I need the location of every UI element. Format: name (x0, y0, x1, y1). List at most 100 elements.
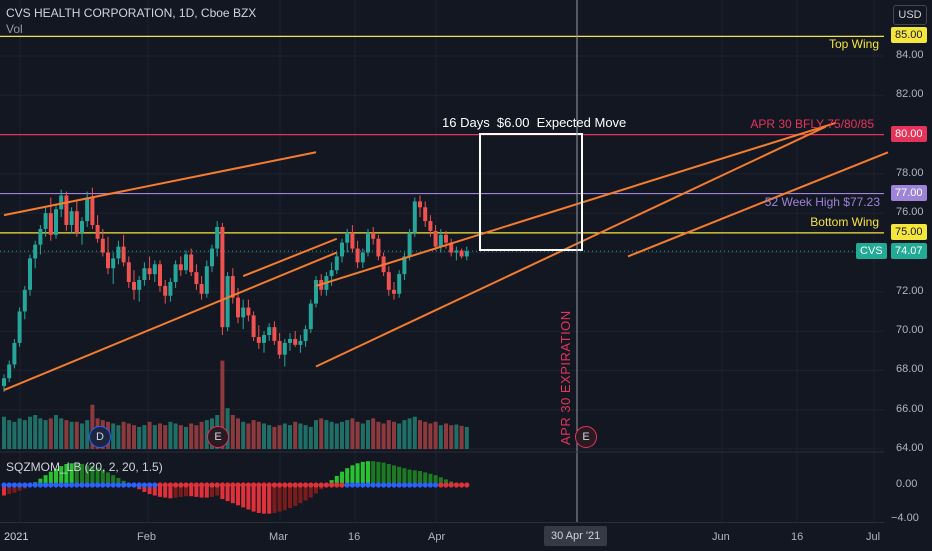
momentum-bar (277, 485, 282, 512)
momentum-bar (142, 485, 147, 492)
candle-body (43, 213, 48, 229)
squeeze-dot (188, 482, 194, 488)
momentum-bar (360, 461, 365, 485)
squeeze-dot (266, 482, 272, 488)
candle-body (428, 221, 433, 231)
candle-body (184, 254, 188, 271)
candle-body (329, 270, 334, 277)
squeeze-momentum-histogram (1, 461, 470, 514)
squeeze-dot (89, 482, 95, 488)
candle-body (376, 238, 381, 257)
volume-bar (277, 425, 282, 449)
candle-body (69, 211, 74, 225)
volume-bar (178, 425, 183, 449)
candle-body (215, 226, 220, 249)
volume-bar (22, 420, 27, 449)
volume-bar (152, 425, 157, 449)
candle-body (293, 338, 298, 345)
trendline (627, 151, 889, 258)
earnings-event-icon[interactable]: E (207, 426, 229, 448)
volume-bar (121, 421, 126, 449)
volume-bar (366, 420, 370, 449)
momentum-bar (423, 472, 428, 485)
candle-body (282, 342, 287, 355)
squeeze-dot (43, 482, 49, 488)
momentum-bar (147, 485, 152, 495)
squeeze-dot (287, 482, 293, 488)
squeeze-dot (329, 482, 335, 488)
squeeze-dot (69, 482, 75, 488)
volume-bar (423, 421, 428, 449)
squeeze-dot (271, 482, 277, 488)
squeeze-dot (32, 482, 38, 488)
currency-button[interactable]: USD (893, 5, 927, 25)
indicator-label[interactable]: SQZMOM_LB (20, 2, 20, 1.5) (6, 460, 163, 474)
squeeze-dot (58, 482, 64, 488)
momentum-bar (95, 467, 100, 485)
squeeze-dot (131, 482, 137, 488)
momentum-bar (17, 485, 22, 491)
cvs-symbol-tag: CVS (856, 243, 887, 259)
momentum-bar (428, 473, 433, 485)
candle-body (449, 242, 454, 253)
momentum-bar (298, 485, 303, 504)
squeeze-dot (323, 482, 329, 488)
candle-body (464, 251, 469, 257)
momentum-bar (345, 468, 350, 485)
earnings-event-icon-upcoming[interactable]: E (575, 426, 597, 448)
squeeze-dot (27, 482, 33, 488)
candle-body (277, 340, 282, 355)
volume-bar (392, 421, 396, 449)
volume-bar (324, 420, 329, 449)
momentum-bar (59, 466, 64, 485)
candle-body (314, 280, 318, 304)
last-price-tag: 74.07 (891, 243, 927, 259)
top-wing-label: Top Wing (828, 37, 879, 51)
candle-body (454, 250, 459, 253)
expected-move-box[interactable] (479, 133, 583, 251)
candle-body (33, 244, 38, 259)
candle-body (360, 252, 365, 263)
momentum-bar (54, 468, 58, 485)
squeeze-dot (240, 482, 246, 488)
volume-bar (355, 421, 360, 449)
volume-bar (464, 426, 469, 449)
squeeze-dot (256, 482, 262, 488)
time-label-2021: 2021 (4, 531, 29, 543)
volume-bar (33, 415, 38, 449)
momentum-bar (111, 475, 116, 485)
candle-body (111, 258, 116, 269)
squeeze-dot (225, 482, 231, 488)
candle-body (12, 342, 17, 365)
squeeze-dot (459, 482, 465, 488)
squeeze-dot (292, 482, 298, 488)
candle-body (48, 213, 53, 235)
squeeze-dot (74, 482, 80, 488)
candle-body (418, 201, 422, 208)
momentum-bar (204, 485, 209, 498)
volume-bar (163, 425, 168, 449)
squeeze-dot (157, 482, 163, 488)
squeeze-dot (121, 482, 127, 488)
squeeze-dot (105, 482, 111, 488)
time-label-jun: Jun (712, 531, 730, 543)
squeeze-dot (391, 482, 397, 488)
trendline (315, 121, 837, 287)
momentum-bar (412, 470, 417, 485)
candle-body (350, 232, 355, 249)
momentum-bar (314, 485, 318, 494)
candle-body (392, 289, 396, 294)
volume-bar (308, 426, 313, 449)
candle-body (158, 264, 162, 286)
volume-bars (2, 360, 469, 449)
squeeze-dot (53, 482, 59, 488)
candle-body (22, 289, 27, 312)
time-label-feb: Feb (137, 531, 156, 543)
momentum-bar (43, 475, 48, 485)
volume-bar (85, 420, 90, 449)
volume-bar (459, 425, 464, 449)
squeeze-dot (245, 482, 251, 488)
dividend-event-icon[interactable]: D (89, 426, 111, 448)
time-axis[interactable]: 2021 Feb Mar 16 Apr 30 Apr '21 Jun 16 Ju… (0, 522, 884, 551)
